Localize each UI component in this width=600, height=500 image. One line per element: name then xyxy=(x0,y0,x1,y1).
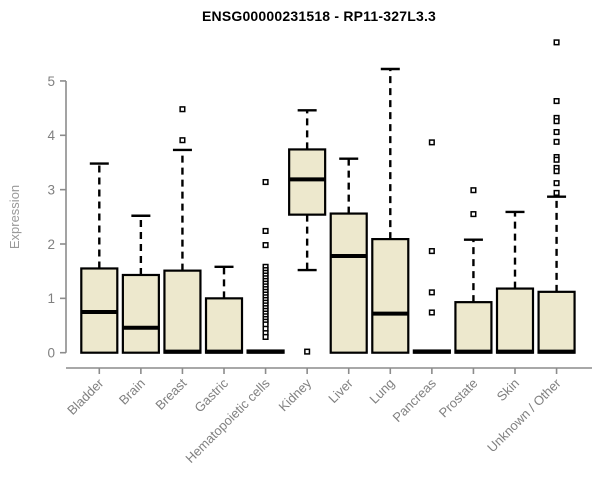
outlier-point xyxy=(262,242,269,249)
y-tick-label: 4 xyxy=(47,128,55,143)
outlier-point xyxy=(428,309,435,316)
outlier-point xyxy=(262,178,269,186)
x-tick-label-lung: Lung xyxy=(366,376,397,407)
x-tick-label-bladder: Bladder xyxy=(64,375,107,418)
outlier-point xyxy=(428,248,435,255)
iqr-box xyxy=(204,297,244,354)
box-bladder xyxy=(80,162,119,354)
box-skin xyxy=(495,210,535,354)
outlier-point xyxy=(553,118,560,125)
outlier-point xyxy=(553,138,560,145)
outlier-point xyxy=(470,187,477,194)
iqr-box xyxy=(454,301,493,354)
iqr-box xyxy=(121,273,160,354)
y-axis: 0 1 2 3 4 5 Expression xyxy=(7,74,67,361)
y-tick-label: 5 xyxy=(47,74,55,89)
box-lung xyxy=(371,67,410,354)
box-pancreas xyxy=(412,139,451,354)
box-unknown-other xyxy=(537,39,576,354)
box-prostate xyxy=(454,187,493,354)
x-tick-label-skin: Skin xyxy=(494,376,522,404)
iqr-box xyxy=(537,290,576,354)
outlier-point xyxy=(428,139,435,146)
x-tick-label-breast: Breast xyxy=(152,375,189,412)
outlier-point xyxy=(553,39,560,46)
box-gastric xyxy=(204,265,244,354)
box-brain xyxy=(121,214,160,354)
outlier-point xyxy=(179,137,186,144)
x-tick-label-gastric: Gastric xyxy=(191,375,231,415)
y-tick-label: 1 xyxy=(47,291,55,306)
iqr-box xyxy=(495,287,535,354)
outlier-point xyxy=(553,189,560,196)
x-tick-label-pancreas: Pancreas xyxy=(390,375,440,425)
box-hematopoietic-cells xyxy=(246,178,285,354)
x-tick-label-prostate: Prostate xyxy=(436,376,481,421)
box-breast xyxy=(163,106,202,354)
outlier-point xyxy=(470,211,477,218)
x-tick-label-liver: Liver xyxy=(325,375,356,406)
iqr-box xyxy=(163,269,202,354)
outlier-point xyxy=(262,227,269,235)
chart-title: ENSG00000231518 - RP11-327L3.3 xyxy=(201,8,437,24)
box-liver xyxy=(329,157,368,354)
outlier-point xyxy=(262,333,269,340)
outlier-point xyxy=(553,98,560,105)
y-axis-title: Expression xyxy=(7,185,22,249)
outlier-point xyxy=(304,348,311,355)
outlier-point xyxy=(428,289,435,296)
x-tick-label-unknown-other: Unknown / Other xyxy=(484,375,564,455)
outlier-point xyxy=(179,106,186,113)
y-tick-label: 3 xyxy=(47,182,55,197)
y-tick-label: 2 xyxy=(47,237,55,252)
x-tick-label-kidney: Kidney xyxy=(276,375,315,414)
y-tick-label: 0 xyxy=(47,346,55,361)
outlier-point xyxy=(553,180,560,187)
iqr-box xyxy=(288,148,327,216)
outlier-point xyxy=(553,168,560,175)
iqr-box xyxy=(329,212,368,354)
iqr-box xyxy=(371,238,410,354)
outlier-point xyxy=(553,156,560,163)
x-tick-label-brain: Brain xyxy=(116,376,148,408)
box-kidney xyxy=(288,109,327,355)
outlier-point xyxy=(553,128,560,136)
